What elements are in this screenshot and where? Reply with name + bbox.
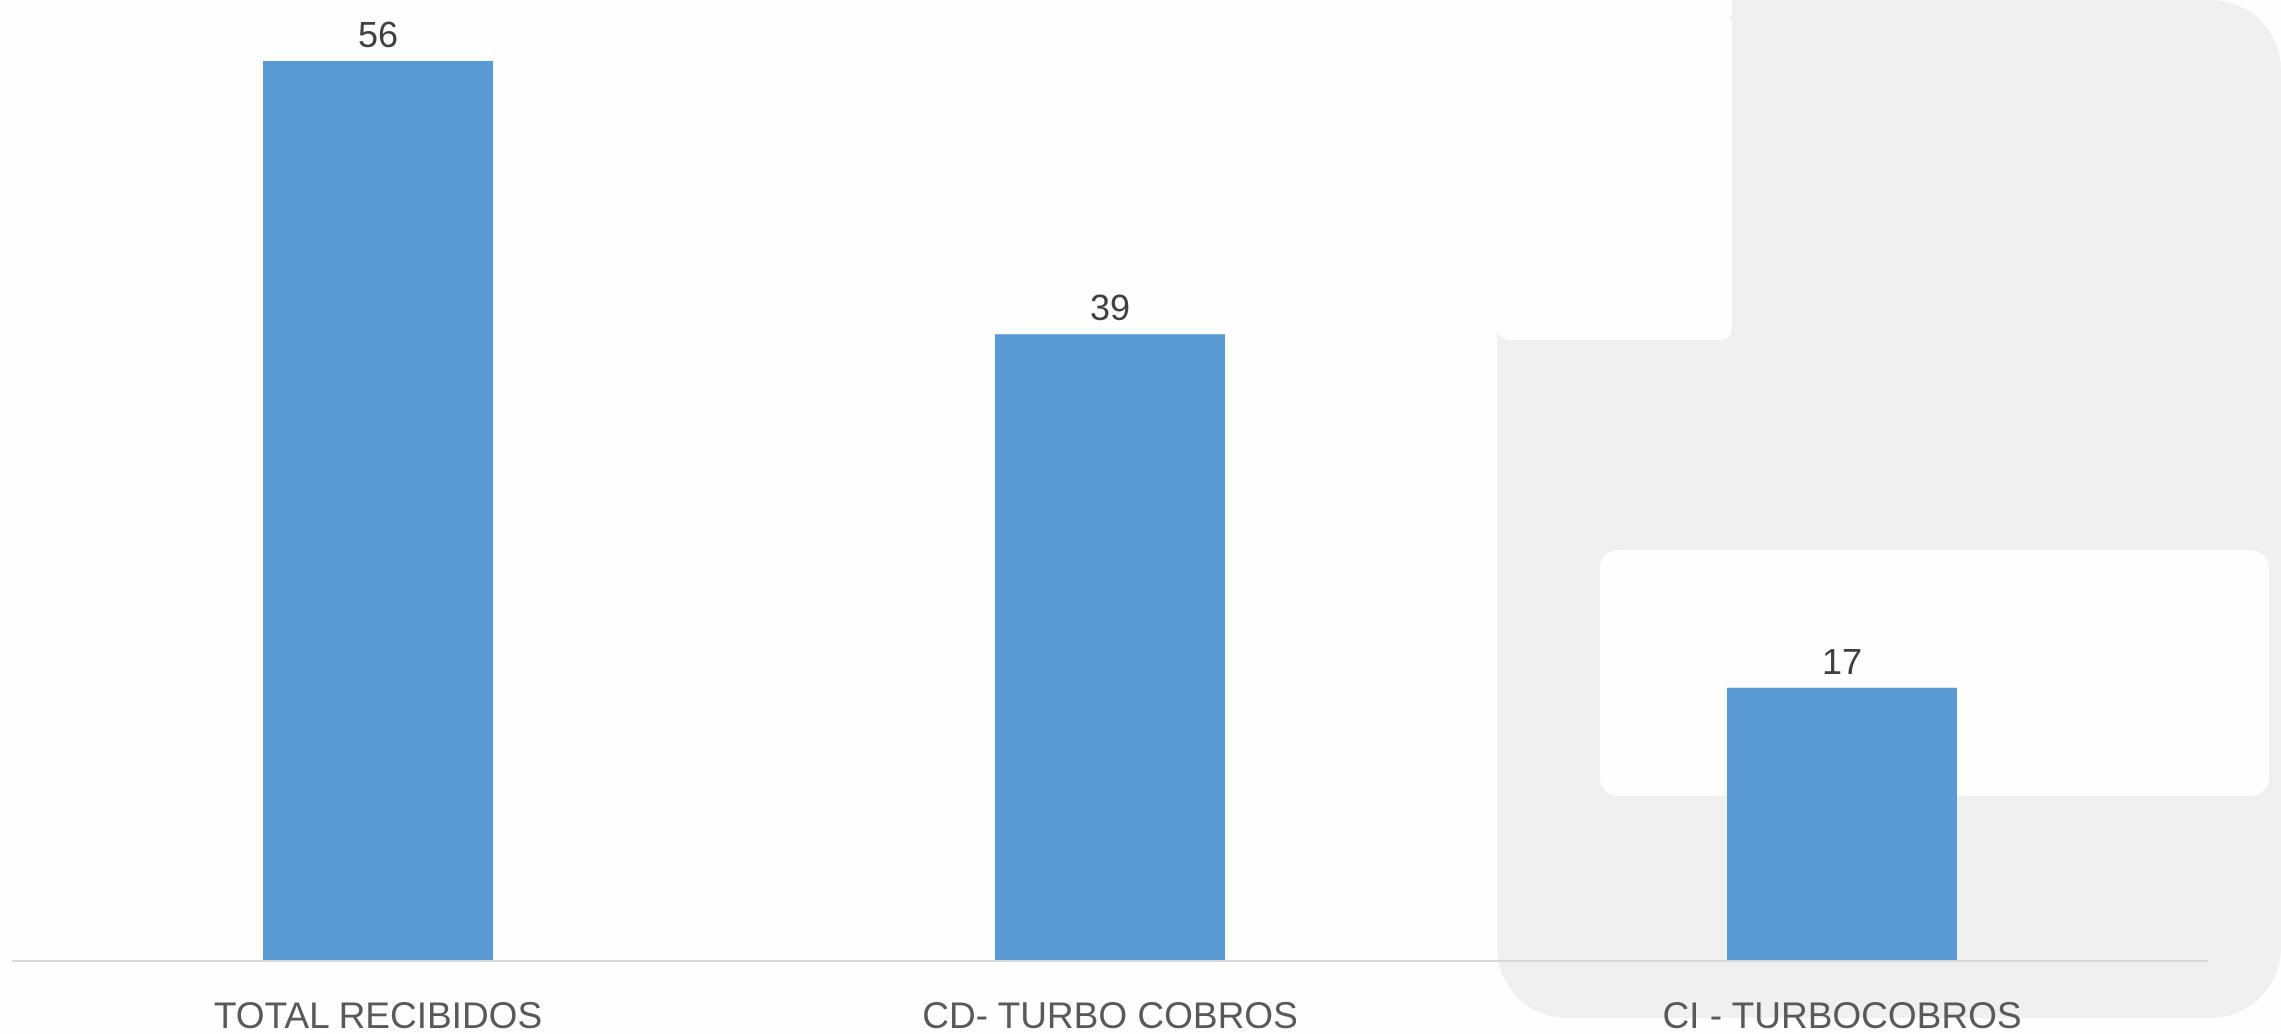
category-label-1: TOTAL RECIBIDOS: [214, 995, 542, 1034]
bar-3: [1727, 687, 1957, 961]
bar-2: [995, 334, 1225, 961]
data-label-2: 39: [1090, 287, 1130, 328]
labels-layer: 56 TOTAL RECIBIDOS 39 CD- TURBO COBROS 17 CI …: [214, 14, 2022, 1034]
category-label-3: CI - TURBOCOBROS: [1662, 995, 2021, 1034]
bar-1: [263, 61, 493, 961]
bars-layer: [263, 61, 1957, 961]
data-label-3: 17: [1822, 641, 1862, 682]
category-label-2: CD- TURBO COBROS: [922, 995, 1298, 1034]
data-label-1: 56: [358, 14, 398, 55]
backdrop-cutout-upper: [1497, 13, 1732, 340]
backdrop-cutout-top: [1497, 0, 1732, 16]
